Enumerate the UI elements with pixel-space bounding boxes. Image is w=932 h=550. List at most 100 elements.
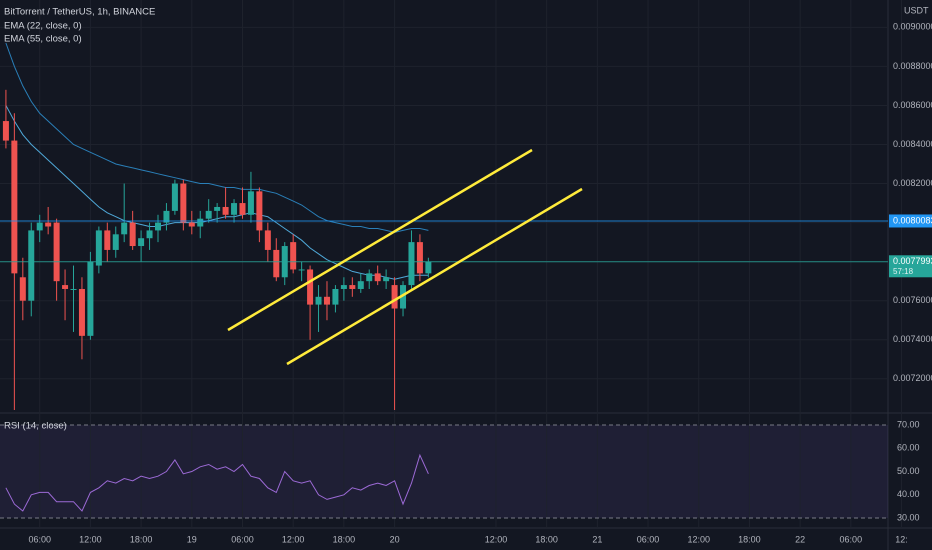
- candle-body: [45, 222, 52, 227]
- axis-unit: USDT: [904, 5, 929, 15]
- x-tick-label: 06:00: [840, 534, 863, 544]
- candle-body: [188, 222, 195, 227]
- price-label-box: [889, 255, 932, 278]
- x-tick-label: 12:00: [282, 534, 305, 544]
- candle-body: [205, 210, 212, 219]
- ema-line: [5, 42, 429, 233]
- candle-body: [78, 288, 85, 336]
- x-tick-label: 06:00: [28, 534, 51, 544]
- candle-body: [154, 222, 161, 231]
- x-tick-label: 19: [187, 534, 197, 544]
- legend-entry: EMA (55, close, 0): [4, 34, 82, 45]
- candle-body: [374, 273, 381, 282]
- x-tick-label: 22: [795, 534, 805, 544]
- candle-body: [11, 140, 18, 274]
- legend-entry: EMA (22, close, 0): [4, 21, 82, 32]
- candle-body: [62, 285, 69, 289]
- x-tick-label: 06:00: [637, 534, 660, 544]
- countdown-label: 57:18: [893, 267, 914, 276]
- candle-body: [214, 206, 221, 211]
- candle-body: [273, 249, 280, 278]
- candle-body: [391, 285, 398, 309]
- rsi-line: [5, 453, 429, 512]
- x-tick-label: 12:: [895, 534, 908, 544]
- candle-body: [247, 191, 254, 215]
- x-tick-label: 12:00: [485, 534, 508, 544]
- y-tick-label: 0.0076000: [893, 295, 932, 305]
- price-label: 0.0080083: [893, 215, 932, 225]
- candle-body: [298, 269, 305, 271]
- trend-line: [286, 187, 583, 366]
- x-tick-label: 20: [390, 534, 400, 544]
- candle-body: [408, 242, 415, 286]
- candle-body: [180, 183, 187, 223]
- candle-body: [290, 242, 297, 270]
- candle-body: [256, 191, 263, 231]
- candle-body: [53, 222, 60, 282]
- candle-body: [138, 238, 145, 247]
- candle-body: [19, 277, 26, 301]
- x-tick-label: 18:00: [535, 534, 558, 544]
- y-tick-label: 0.0084000: [893, 139, 932, 149]
- x-tick-label: 18:00: [738, 534, 761, 544]
- candle-body: [416, 242, 423, 274]
- candle-body: [231, 203, 238, 215]
- price-label-box: [889, 214, 932, 228]
- trend-line: [227, 148, 533, 332]
- candle-body: [28, 230, 35, 301]
- candle-body: [366, 273, 373, 282]
- x-tick-label: 21: [592, 534, 602, 544]
- rsi-band-fill: [0, 425, 888, 518]
- axes: 06:00 12:00 18:00 19 06:00 12:00 18:00 20 12:00 1…: [28, 22, 932, 544]
- candle-body: [2, 121, 9, 141]
- candle-body: [87, 261, 94, 336]
- candle-body: [36, 222, 43, 231]
- x-tick-label: 12:00: [79, 534, 102, 544]
- candle-body: [163, 210, 170, 223]
- x-tick-label: 12:00: [687, 534, 710, 544]
- rsi-tick-label: 60.00: [897, 443, 920, 453]
- candle-body: [340, 285, 347, 289]
- candle-body: [70, 288, 77, 290]
- y-tick-label: 0.0090000: [893, 22, 932, 32]
- candle-body: [121, 222, 128, 235]
- candle-body: [239, 203, 246, 215]
- y-tick-label: 0.0082000: [893, 178, 932, 188]
- y-tick-label: 0.0072000: [893, 373, 932, 383]
- candle-body: [171, 183, 178, 211]
- candle-body: [332, 288, 339, 305]
- candle-body: [383, 277, 390, 282]
- candle-body: [197, 218, 204, 227]
- candle-body: [400, 285, 407, 309]
- y-tick-label: 0.0074000: [893, 334, 932, 344]
- rsi-title: RSI (14, close): [4, 421, 67, 432]
- candle-body: [112, 234, 119, 250]
- rsi-tick-label: 70.00: [897, 419, 920, 429]
- rsi-tick-label: 40.00: [897, 489, 920, 499]
- candle-body: [95, 230, 102, 266]
- candle-body: [129, 222, 136, 247]
- price-label: 0.0077993: [893, 256, 932, 266]
- plot: [0, 42, 888, 512]
- x-tick-label: 18:00: [333, 534, 356, 544]
- candle-body: [104, 230, 111, 250]
- grid: [0, 0, 903, 528]
- x-tick-label: 06:00: [231, 534, 254, 544]
- candle-body: [349, 285, 356, 289]
- y-tick-label: 0.0088000: [893, 61, 932, 71]
- candle-body: [323, 296, 330, 305]
- candle-body: [425, 261, 432, 274]
- chart-title: BitTorrent / TetherUS, 1h, BINANCE: [4, 7, 155, 18]
- rsi-tick-label: 50.00: [897, 466, 920, 476]
- x-tick-label: 18:00: [130, 534, 153, 544]
- candle-body: [357, 281, 364, 289]
- candle-body: [307, 269, 314, 305]
- y-tick-label: 0.0086000: [893, 100, 932, 110]
- candle-body: [264, 230, 271, 250]
- rsi-tick-label: 30.00: [897, 512, 920, 522]
- candle-body: [222, 206, 229, 215]
- candle-body: [146, 230, 153, 239]
